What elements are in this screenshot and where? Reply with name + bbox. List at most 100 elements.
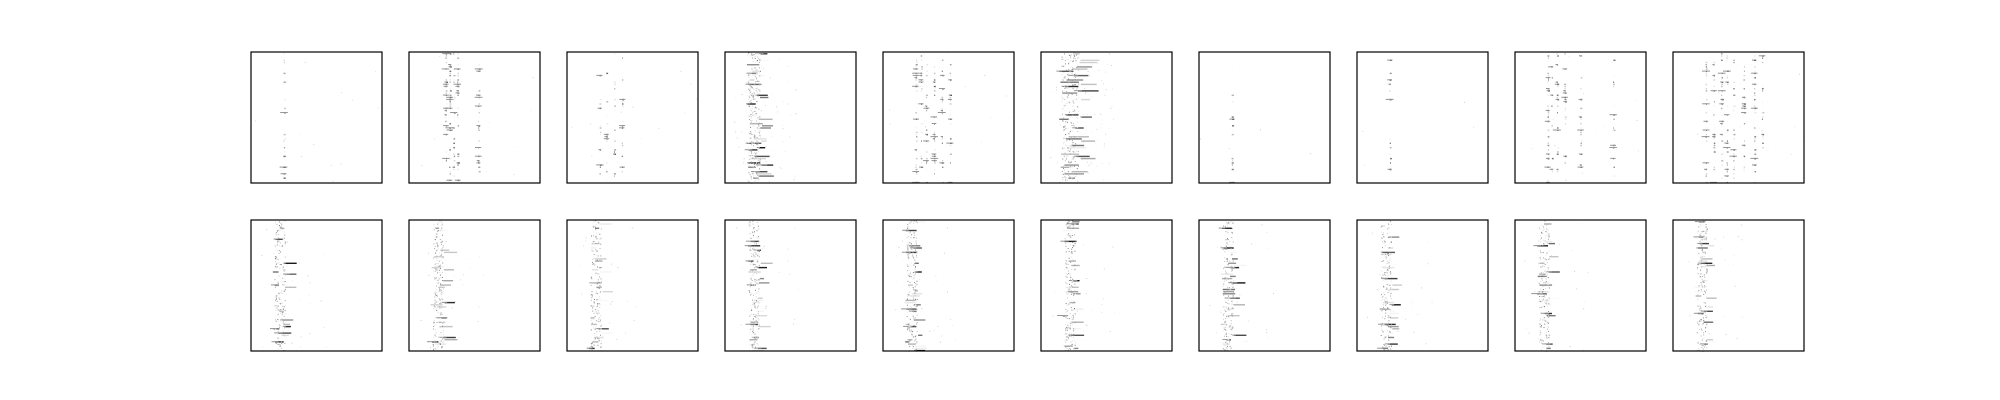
heatmap-cell [1702,224,1704,226]
heatmap-cell [1701,313,1703,315]
heatmap-cell [1718,92,1720,94]
heatmap-cell [457,57,460,59]
heatmap-cell [446,179,453,181]
heatmap-cell [1721,160,1724,162]
heatmap-cell [595,327,597,329]
heatmap-cell [591,235,592,237]
heatmap-cell [443,85,448,87]
heatmap-cell [1543,244,1545,246]
heatmap-cell [1066,318,1068,320]
heatmap-cell [1232,286,1234,288]
heatmap-cell [457,164,459,166]
heatmap-cell [1066,79,1068,81]
heatmap-cell [761,164,774,166]
heatmap-cell [745,323,756,325]
heatmap-cell [1073,151,1075,153]
heatmap-cell [1072,114,1074,116]
heatmap-cell [280,226,282,228]
heatmap-cell [1547,316,1549,318]
heatmap-cell [1706,280,1708,282]
heatmap-cell [441,346,443,348]
heatmap-cell [1545,77,1551,79]
panel-background [1673,52,1804,183]
heatmap-cell [763,68,765,70]
panel-background [1199,220,1330,351]
heatmap-cell [1087,172,1089,174]
heatmap-cell [1077,87,1079,89]
heatmap-cell [910,336,912,338]
heatmap-cell [684,112,686,114]
heatmap-cell [594,328,596,330]
heatmap-cell [754,177,756,179]
heatmap-cell [915,255,917,257]
panel-background [251,52,382,183]
heatmap-cell [439,239,441,241]
heatmap-cell [748,55,750,57]
heatmap-cell [1310,153,1312,155]
heatmap-cell [1073,123,1075,125]
heatmap-cell [596,290,597,292]
heatmap-cell [1064,339,1066,341]
heatmap-cell [600,229,602,231]
heatmap-cell [1741,316,1743,318]
heatmap-cell [949,109,952,112]
heatmap-cell [1223,309,1225,311]
heatmap-cell [437,248,439,250]
heatmap-cell [283,307,285,309]
heatmap-cell [1059,70,1074,72]
heatmap-cell [1233,339,1234,341]
heatmap-cell [1701,258,1713,260]
heatmap-panel [1040,219,1173,352]
heatmap-cell [1762,85,1764,88]
heatmap-cell [754,166,756,168]
heatmap-cell [592,258,594,260]
heatmap-cell [1524,260,1526,262]
heatmap-cell [1741,107,1747,109]
heatmap-cell [1410,305,1412,307]
heatmap-cell [1563,101,1567,103]
heatmap-cell [756,140,758,142]
heatmap-cell [1705,90,1708,92]
heatmap-cell [1386,287,1388,289]
heatmap-cell [595,283,597,285]
heatmap-cell [756,301,758,303]
heatmap-cell [1702,302,1704,304]
heatmap-cell [442,277,443,278]
heatmap-cell [1227,225,1229,227]
heatmap-cell [1225,239,1227,241]
heatmap-cell [756,107,758,109]
heatmap-cell [445,103,448,105]
heatmap-cell [941,107,943,110]
heatmap-cell [1705,230,1707,232]
heatmap-cell [592,346,594,348]
heatmap-cell [275,258,277,260]
heatmap-cell [1702,317,1704,319]
heatmap-cell [1229,227,1231,228]
heatmap-cell [1551,255,1553,257]
heatmap-cell [902,229,910,231]
heatmap-cell [753,92,755,94]
heatmap-cell [1721,53,1723,55]
heatmap-cell [1700,319,1701,321]
heatmap-cell [1383,225,1385,227]
heatmap-cell [1544,220,1546,222]
heatmap-cell [758,288,760,290]
heatmap-cell [1226,335,1228,337]
heatmap-cell [277,305,279,307]
heatmap-cell [1073,293,1081,295]
heatmap-cell [1540,235,1541,237]
heatmap-cell [756,165,758,167]
heatmap-cell [457,81,459,83]
heatmap-cell [915,112,917,114]
heatmap-cell [919,74,923,76]
heatmap-cell [1065,172,1067,174]
heatmap-cell [1542,340,1544,342]
heatmap-cell [748,142,750,144]
heatmap-cell [442,341,444,343]
heatmap-cell [1703,311,1705,313]
heatmap-cell [1703,281,1705,283]
heatmap-cell [1230,289,1232,291]
heatmap-cell [916,335,918,337]
heatmap-cell [1704,311,1706,313]
heatmap-cell [437,301,439,303]
